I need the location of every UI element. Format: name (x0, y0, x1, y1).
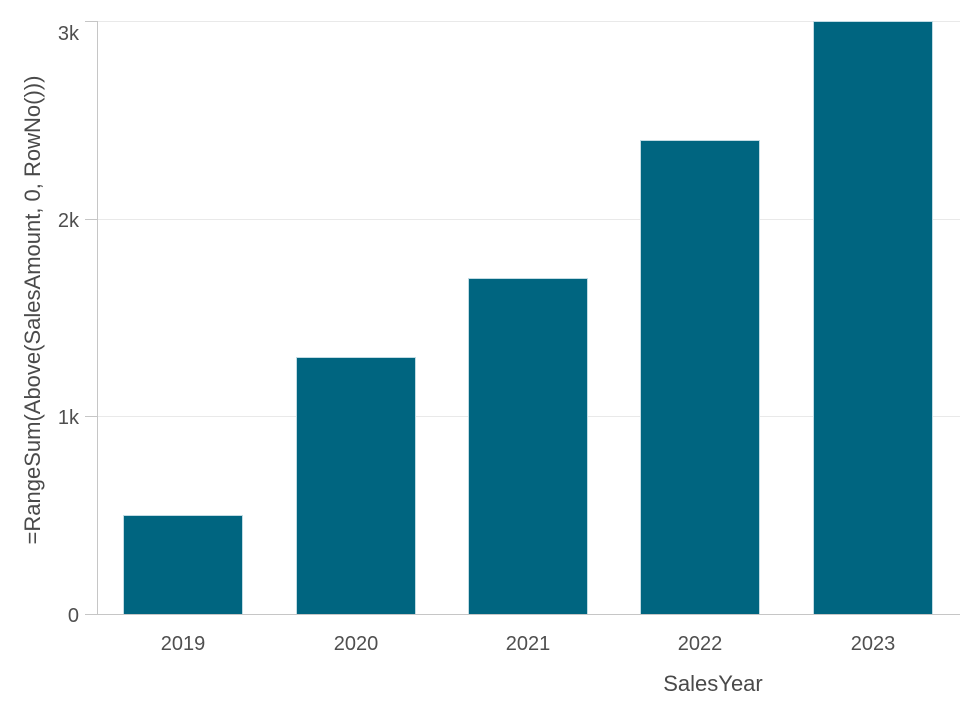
gridline-3k (98, 21, 960, 22)
bar-2022[interactable] (640, 140, 760, 614)
bar-2020[interactable] (296, 357, 416, 614)
bar-2021[interactable] (468, 278, 588, 614)
bar-2019[interactable] (123, 515, 243, 614)
y-tick-label-3k: 3k (57, 23, 79, 45)
x-tick-label-2020: 2020 (333, 633, 379, 655)
x-tick-label-2022: 2022 (677, 633, 723, 655)
y-axis-tick-3k (85, 21, 98, 22)
y-tick-label-0: 0 (67, 605, 79, 627)
y-tick-label-2k: 2k (57, 210, 79, 232)
x-tick-label-2021: 2021 (505, 633, 551, 655)
x-tick-label-2019: 2019 (160, 633, 206, 655)
y-tick-label-1k: 1k (57, 407, 79, 429)
x-axis-title: SalesYear (663, 671, 763, 696)
gridline-2k (98, 219, 960, 220)
y-axis-tick-2k (85, 219, 98, 220)
x-tick-label-2023: 2023 (850, 633, 896, 655)
y-axis-title: =RangeSum(Above(SalesAmount, 0, RowNo())… (20, 75, 45, 545)
y-axis-tick-1k (85, 416, 98, 417)
y-axis-tick-0 (85, 614, 98, 615)
bar-2023[interactable] (813, 21, 933, 614)
